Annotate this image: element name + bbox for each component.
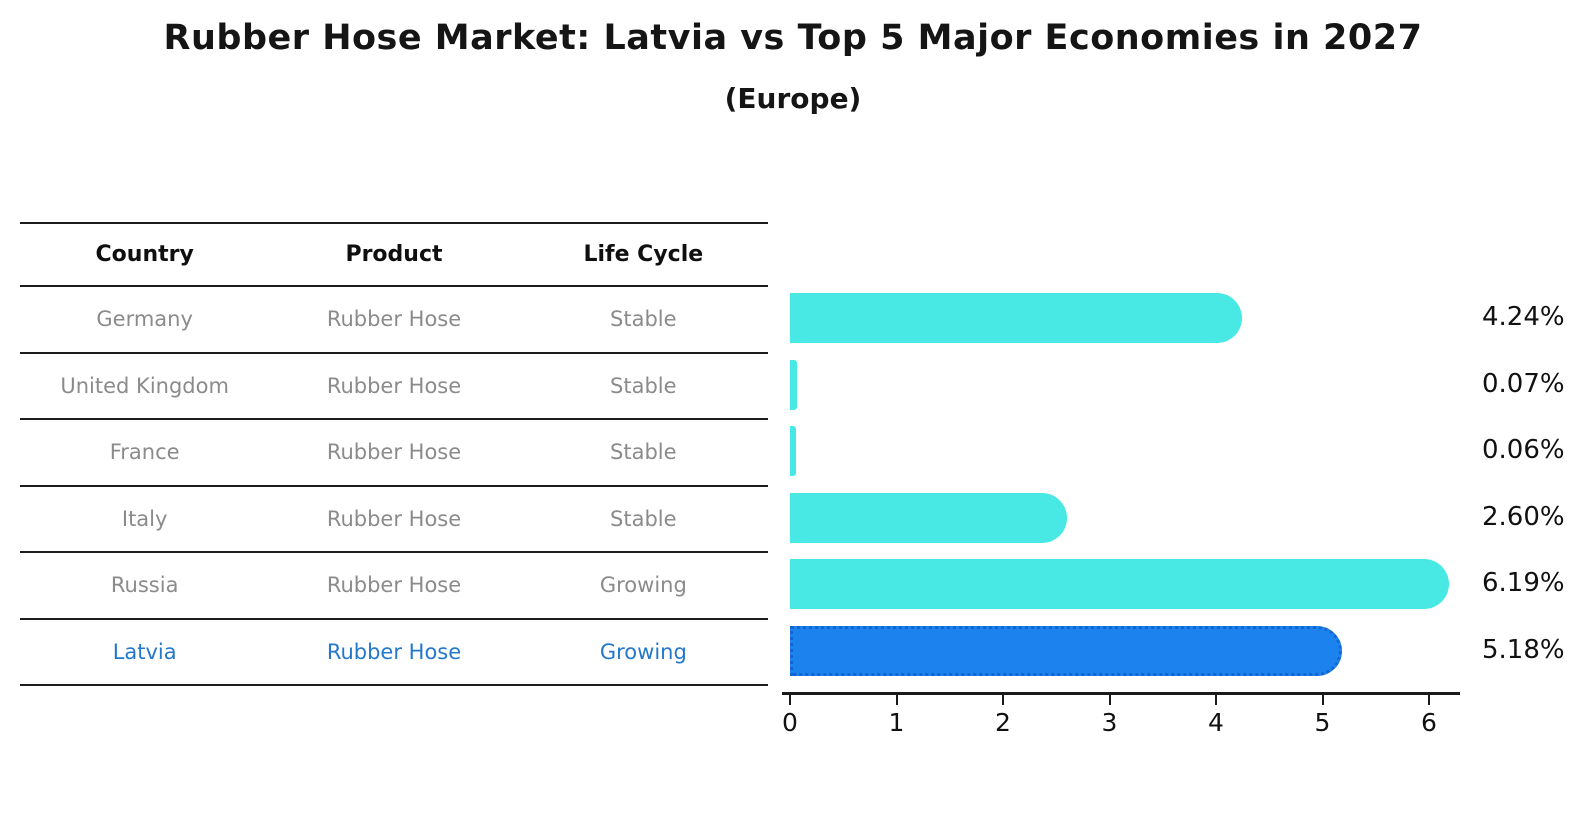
country-cell: Italy bbox=[121, 506, 168, 531]
bar-united-kingdom bbox=[790, 359, 798, 410]
x-tick-mark-3 bbox=[1108, 695, 1111, 705]
life-cycle-cell: Stable bbox=[610, 440, 677, 465]
bar-france bbox=[790, 426, 797, 477]
column-header-life-cycle: Life Cycle bbox=[583, 242, 704, 267]
chart-title: Rubber Hose Market: Latvia vs Top 5 Majo… bbox=[163, 18, 1423, 58]
life-cycle-cell: Growing bbox=[599, 573, 687, 598]
life-cycle-cell: Stable bbox=[610, 506, 677, 531]
table-row-united-kingdom: United Kingdom Rubber Hose Stable bbox=[20, 354, 768, 420]
value-label-italy: 2.60% bbox=[1482, 501, 1565, 532]
x-tick-mark-6 bbox=[1428, 695, 1430, 705]
value-label-france: 0.06% bbox=[1482, 435, 1565, 466]
value-label-russia: 6.19% bbox=[1482, 568, 1565, 599]
country-info-table: Country Product Life Cycle Germany Rubber… bbox=[20, 222, 768, 686]
x-tick-label-4: 4 bbox=[1208, 708, 1224, 737]
life-cycle-cell: Stable bbox=[610, 373, 677, 398]
value-label-latvia: 5.18% bbox=[1482, 634, 1565, 665]
value-label-united-kingdom: 0.07% bbox=[1482, 368, 1565, 399]
country-cell: France bbox=[109, 440, 180, 465]
table-header-row: Country Product Life Cycle bbox=[20, 224, 768, 287]
country-cell: Germany bbox=[96, 307, 193, 332]
column-header-product: Product bbox=[345, 242, 443, 267]
country-cell: United Kingdom bbox=[60, 373, 229, 398]
bar-germany bbox=[790, 293, 1242, 344]
country-cell: Latvia bbox=[112, 639, 177, 664]
product-cell: Rubber Hose bbox=[326, 440, 462, 465]
product-cell: Rubber Hose bbox=[326, 639, 462, 664]
table-row-germany: Germany Rubber Hose Stable bbox=[20, 287, 768, 354]
table-row-latvia: Latvia Rubber Hose Growing bbox=[20, 620, 768, 686]
chart-subtitle: (Europe) bbox=[724, 82, 862, 115]
table-row-italy: Italy Rubber Hose Stable bbox=[20, 487, 768, 553]
x-tick-label-6: 6 bbox=[1421, 708, 1437, 737]
column-header-country: Country bbox=[95, 242, 194, 267]
product-cell: Rubber Hose bbox=[326, 573, 462, 598]
x-tick-mark-5 bbox=[1321, 695, 1324, 705]
x-axis-line bbox=[782, 692, 1460, 695]
life-cycle-cell: Growing bbox=[599, 639, 687, 664]
country-cell: Russia bbox=[110, 573, 179, 598]
x-tick-mark-1 bbox=[895, 695, 898, 705]
x-tick-mark-4 bbox=[1215, 695, 1217, 705]
table-row-russia: Russia Rubber Hose Growing bbox=[20, 553, 768, 620]
table-row-france: France Rubber Hose Stable bbox=[20, 420, 768, 487]
product-cell: Rubber Hose bbox=[326, 307, 462, 332]
bar-russia bbox=[790, 559, 1450, 610]
x-tick-label-5: 5 bbox=[1314, 708, 1331, 737]
x-tick-mark-0 bbox=[789, 695, 791, 705]
product-cell: Rubber Hose bbox=[326, 373, 462, 398]
product-cell: Rubber Hose bbox=[326, 506, 462, 531]
x-tick-label-1: 1 bbox=[888, 708, 905, 737]
bar-italy bbox=[790, 492, 1067, 543]
value-label-germany: 4.24% bbox=[1482, 302, 1565, 333]
x-tick-label-0: 0 bbox=[782, 708, 798, 737]
life-cycle-cell: Stable bbox=[610, 307, 677, 332]
table-body: Germany Rubber Hose Stable United Kingdom Ru… bbox=[20, 287, 768, 686]
x-tick-mark-2 bbox=[1002, 695, 1004, 705]
x-tick-label-2: 2 bbox=[995, 708, 1011, 737]
bar-latvia bbox=[790, 625, 1342, 676]
x-tick-label-3: 3 bbox=[1101, 708, 1118, 737]
